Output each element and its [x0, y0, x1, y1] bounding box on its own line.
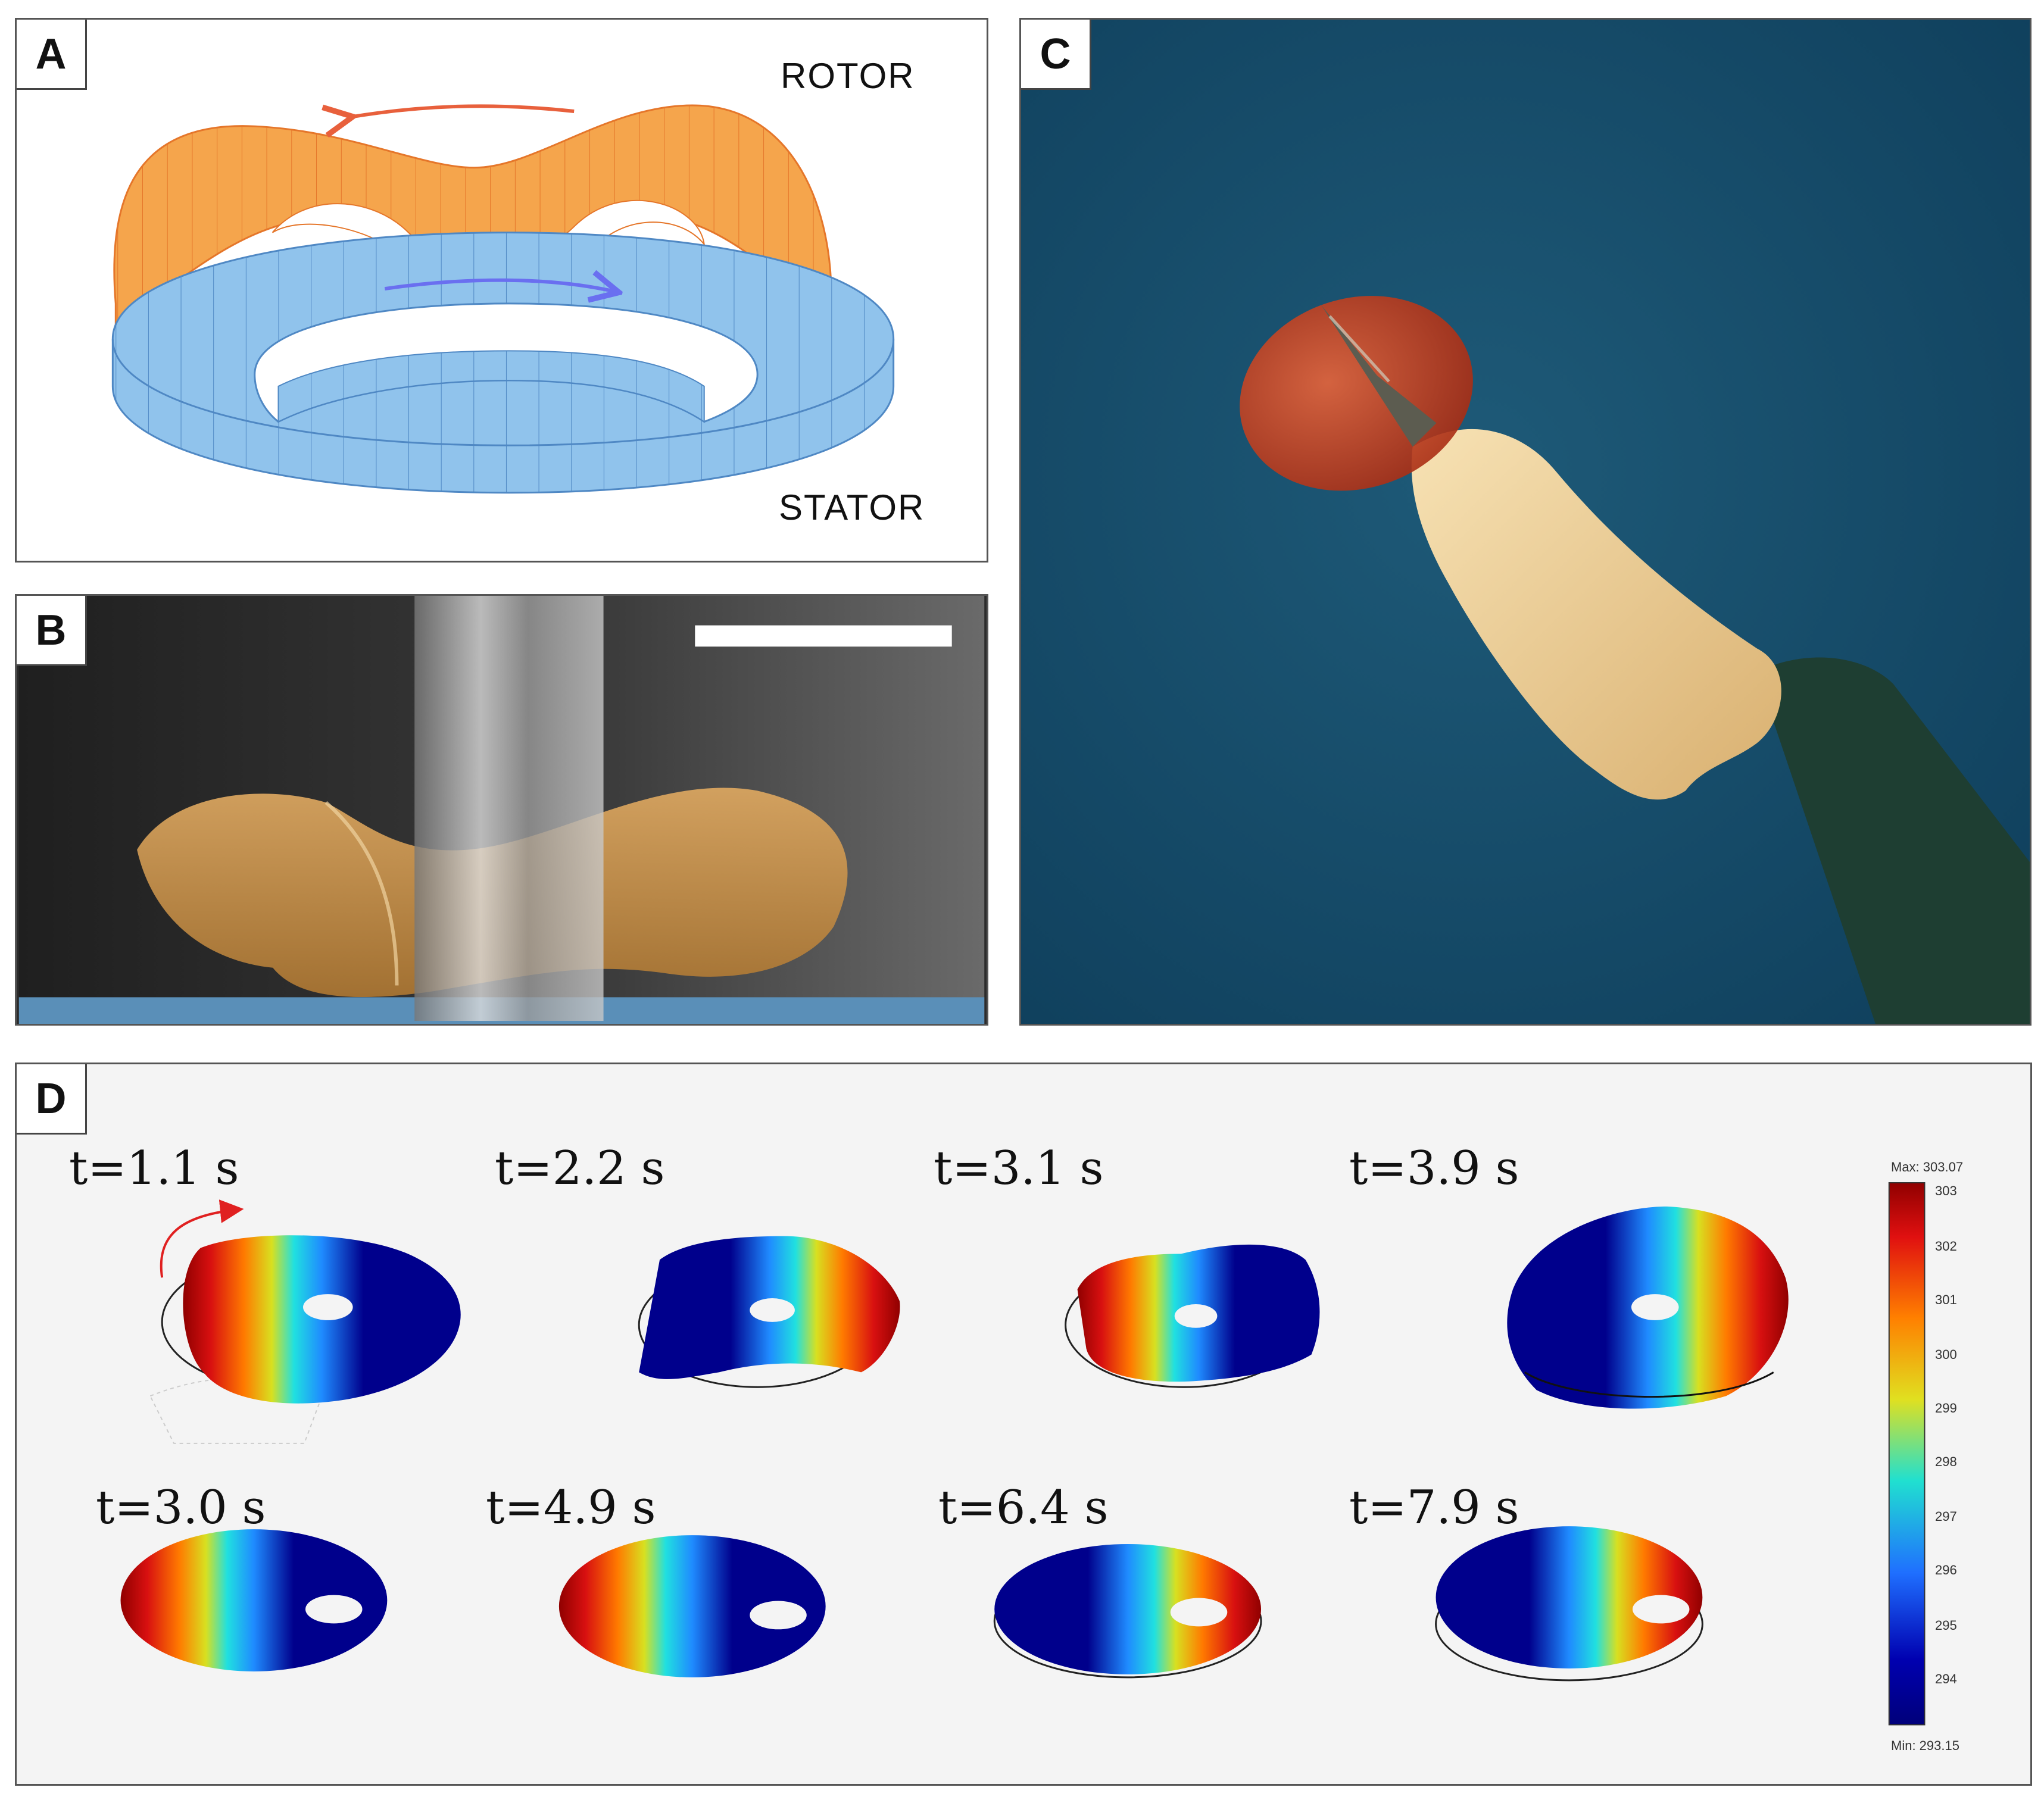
colorbar-tick: 296 [1935, 1563, 1957, 1577]
glass-rod [414, 596, 604, 1021]
colorbar-tick: 302 [1935, 1239, 1957, 1254]
colorbar-tick: 299 [1935, 1401, 1957, 1415]
panel-a-letter: A [17, 20, 87, 90]
simulation-snapshots [120, 1182, 1926, 1726]
colorbar-tick: 301 [1935, 1292, 1957, 1307]
panel-c: C [1019, 18, 2031, 1026]
snapshot-7 [993, 1544, 1262, 1679]
colorbar-tick: 298 [1935, 1454, 1957, 1469]
panel-c-letter: C [1021, 20, 1091, 90]
snapshot-5 [120, 1529, 388, 1671]
scale-bar [695, 625, 952, 647]
snapshot-4 [1507, 1206, 1789, 1409]
colorbar-tick: 303 [1935, 1183, 1957, 1198]
colorbar-tick: 295 [1935, 1618, 1957, 1633]
rotor-stator-diagram [111, 104, 895, 494]
stator-rotation-arrow [384, 280, 615, 292]
colorbar-tick: 297 [1935, 1509, 1957, 1524]
rotor-photo-b [18, 596, 985, 1024]
panel-b-letter: B [17, 596, 87, 666]
snapshot-8 [1435, 1526, 1703, 1682]
time-label-3: t=3.1 s [934, 1142, 1104, 1195]
colorbar-max-label: Max: 303.07 [1891, 1160, 1964, 1174]
time-label-5: t=3.0 s [96, 1481, 266, 1535]
pencil-lead [1321, 304, 1437, 447]
time-label-6: t=4.9 s [486, 1481, 656, 1535]
time-label-4: t=3.9 s [1349, 1142, 1519, 1195]
stator-ring [111, 232, 895, 494]
colorbar [1888, 1182, 1926, 1726]
time-label-1: t=1.1 s [69, 1142, 239, 1195]
panel-a: A ROTOR STATOR [15, 18, 988, 563]
snapshot-6 [558, 1535, 826, 1677]
snapshot-3 [1065, 1244, 1320, 1388]
colorbar-min-label: Min: 293.15 [1891, 1738, 1959, 1753]
rotation-arrow-d [160, 1199, 244, 1278]
time-label-2: t=2.2 s [495, 1142, 665, 1195]
panel-d-letter: D [17, 1064, 87, 1135]
colorbar-tick: 294 [1935, 1671, 1957, 1686]
time-label-7: t=6.4 s [938, 1481, 1109, 1535]
rotor-on-pencil-photo [1021, 20, 2030, 1024]
colorbar-tick: 300 [1935, 1347, 1957, 1362]
rotor-rotation-arrow [349, 104, 575, 117]
stator-label: STATOR [779, 488, 925, 527]
snapshot-1 [149, 1199, 461, 1444]
pencil-body [1756, 657, 2030, 1024]
snapshot-2 [638, 1236, 900, 1388]
panel-b: B [15, 594, 988, 1026]
panel-d: D [15, 1063, 2032, 1786]
rotor-label: ROTOR [781, 56, 915, 96]
time-label-8: t=7.9 s [1349, 1481, 1519, 1535]
pencil-wood [1411, 429, 1781, 800]
